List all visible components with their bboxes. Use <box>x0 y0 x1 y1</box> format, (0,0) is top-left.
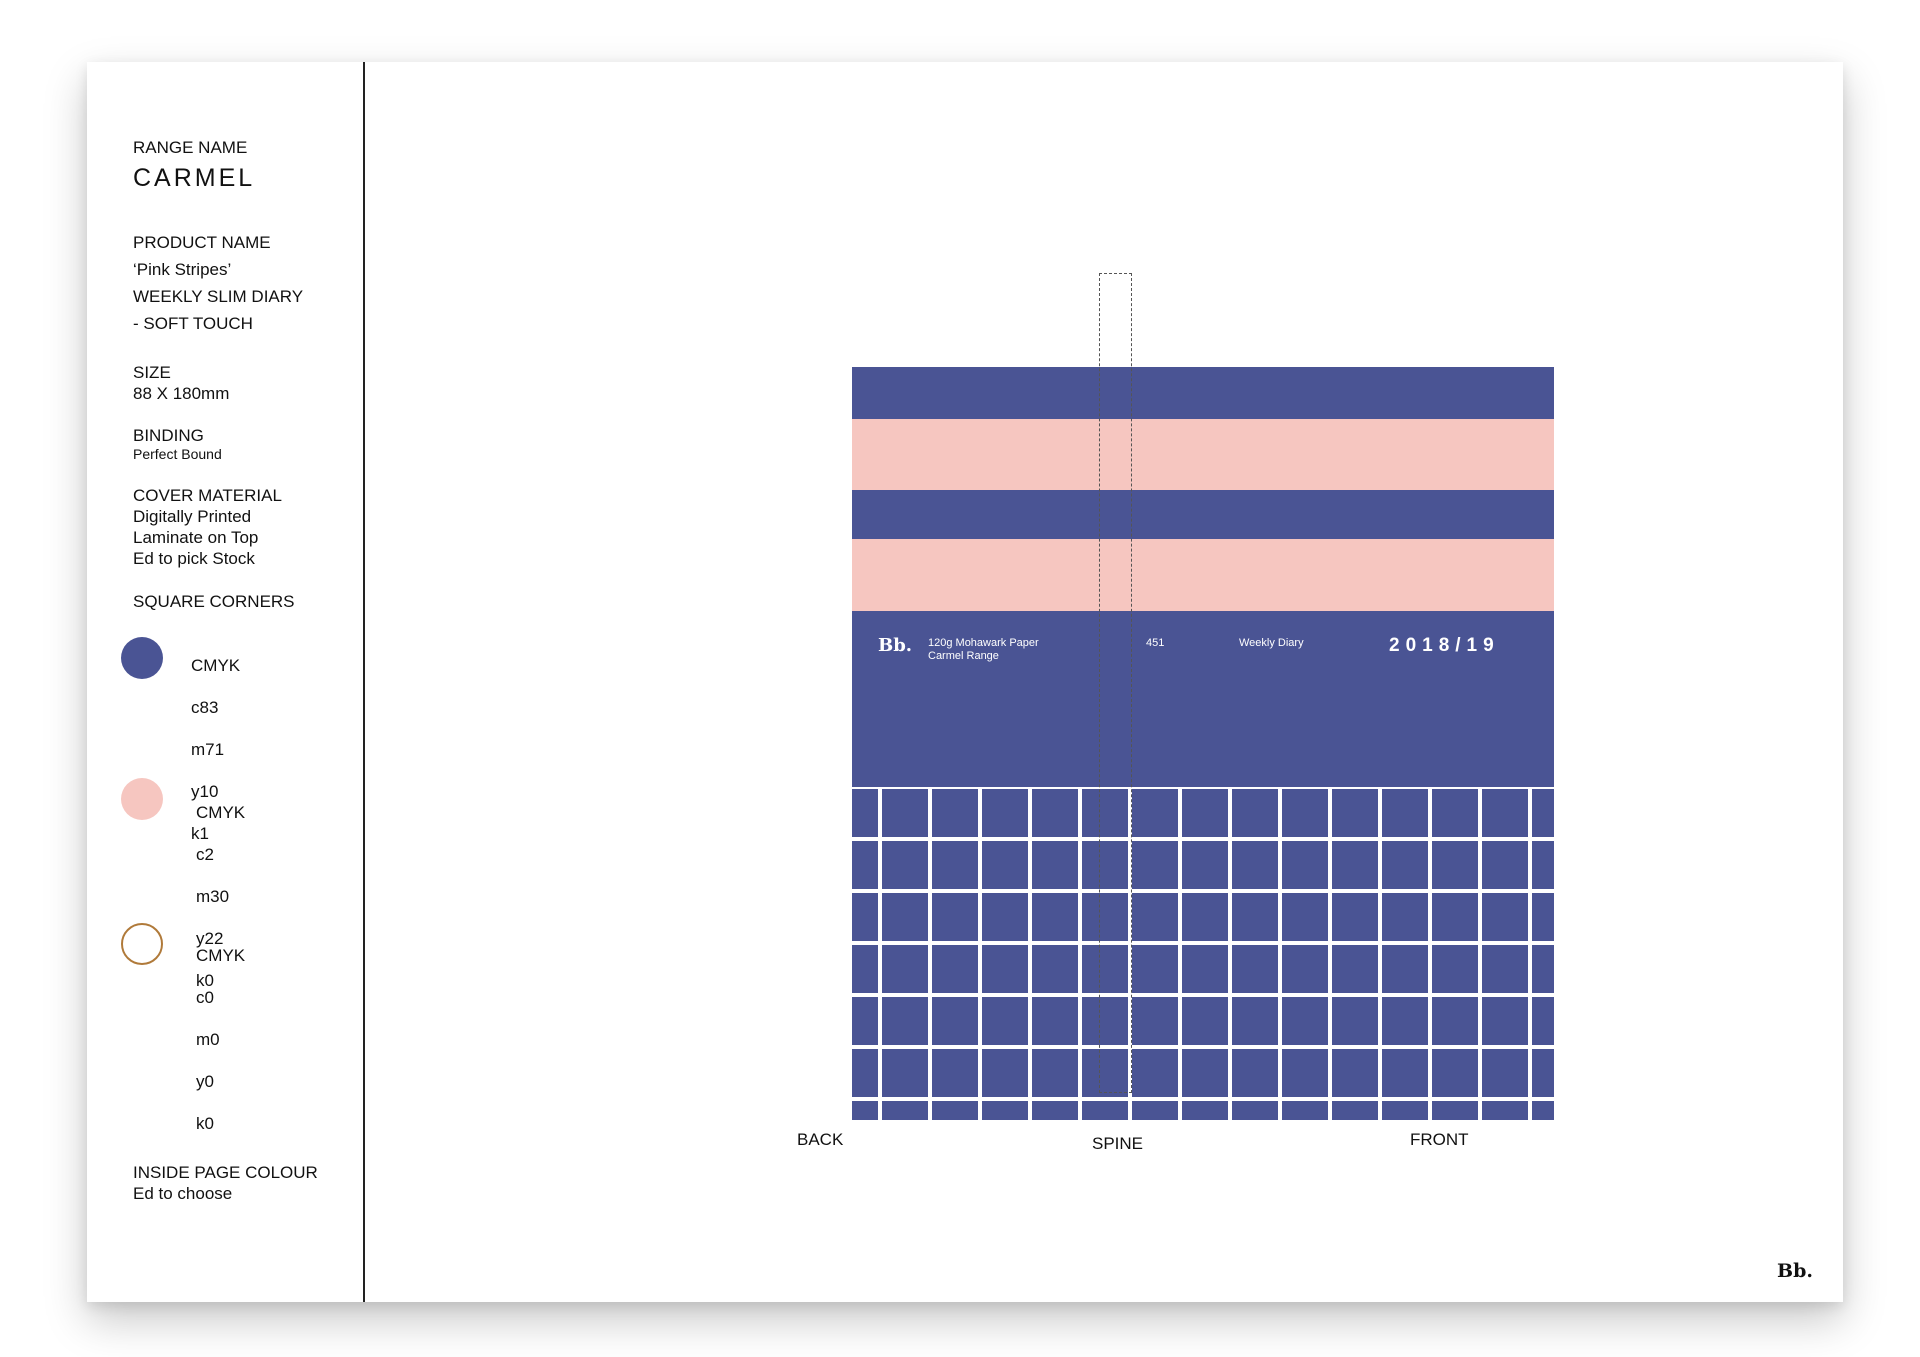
swatch-m: m71 <box>191 740 225 759</box>
grid-line <box>978 787 982 1120</box>
pink-swatch <box>121 778 163 820</box>
range-name-label: RANGE NAME <box>133 138 248 157</box>
inside-page-colour-label: INSIDE PAGE COLOUR <box>133 1163 318 1182</box>
product-name-line: ‘Pink Stripes’ <box>133 260 232 279</box>
cover-material-label: COVER MATERIAL <box>133 486 282 505</box>
swatch-y: y10 <box>191 782 219 801</box>
grid-line <box>1178 787 1182 1120</box>
grid-line <box>852 993 1554 997</box>
grid-line <box>1528 787 1532 1120</box>
cover-material-line: Ed to pick Stock <box>133 549 255 568</box>
pink-stripe <box>852 539 1554 611</box>
swatch-c: c2 <box>196 845 214 864</box>
spec-sheet: RANGE NAME CARMEL PRODUCT NAME ‘Pink Str… <box>87 62 1843 1302</box>
swatch-m: m30 <box>196 887 230 906</box>
swatch-k: k0 <box>196 971 214 990</box>
product-name-line: - SOFT TOUCH <box>133 314 253 333</box>
swatch-title: CMYK <box>191 656 241 675</box>
swatch-title: CMYK <box>196 803 246 822</box>
grid-line <box>1328 787 1332 1120</box>
spine-guide <box>1099 273 1132 1093</box>
product-name-line: WEEKLY SLIM DIARY <box>133 287 304 306</box>
pink-stripe <box>852 419 1554 490</box>
swatch-c: c0 <box>196 988 214 1007</box>
grid-line <box>928 787 932 1120</box>
swatch-cmyk: CMYK c0 m0 y0 k0 <box>196 924 245 1155</box>
range-name: CARMEL <box>133 164 256 192</box>
navy-stripe <box>852 490 1554 539</box>
swatch-y: y22 <box>196 929 224 948</box>
back-label: BACK <box>797 1130 844 1149</box>
grid-line <box>1028 787 1032 1120</box>
spine-label: SPINE <box>1092 1134 1144 1153</box>
grid-lines <box>852 787 1554 1120</box>
grid-line <box>852 837 1554 841</box>
product-type: Weekly Diary <box>1239 637 1304 649</box>
inside-page-colour-value: Ed to choose <box>133 1184 233 1203</box>
grid-line <box>1428 787 1432 1120</box>
navy-swatch <box>121 637 163 679</box>
spec-sidebar: RANGE NAME CARMEL PRODUCT NAME ‘Pink Str… <box>87 62 363 1302</box>
swatch-y: y0 <box>196 1072 214 1091</box>
grid-line <box>852 941 1554 945</box>
grid-line <box>878 787 882 1120</box>
cover-material-line: Digitally Printed <box>133 507 252 526</box>
grid-line <box>852 889 1554 893</box>
code-number: 451 <box>1146 637 1165 649</box>
size-label: SIZE <box>133 363 171 382</box>
brand-logo: Bb. <box>1777 1260 1813 1282</box>
swatch-k: k0 <box>196 1114 214 1133</box>
grid-line <box>1078 787 1082 1120</box>
grid-line <box>1128 787 1132 1120</box>
range-line: Carmel Range <box>928 650 999 662</box>
swatch-m: m0 <box>196 1030 220 1049</box>
swatch-title: CMYK <box>196 946 246 965</box>
swatch-cmyk: CMYK c2 m30 y22 k0 <box>196 781 245 1012</box>
paper-line: 120g Mohawark Paper <box>928 637 1039 649</box>
grid-line <box>1378 787 1382 1120</box>
white-swatch <box>121 923 163 965</box>
navy-stripe <box>852 367 1554 419</box>
swatch-k: k1 <box>191 824 209 843</box>
grid-line <box>1478 787 1482 1120</box>
swatch-cmyk: CMYK c83 m71 y10 k1 <box>191 634 240 865</box>
binding-value: Perfect Bound <box>133 446 222 462</box>
grid-line <box>852 1097 1554 1101</box>
grid-line <box>1278 787 1282 1120</box>
cover-logo: Bb. <box>878 635 913 656</box>
grid-line <box>852 1045 1554 1049</box>
cover-design: Bb. 120g Mohawark Paper Carmel Range 451… <box>852 367 1554 1120</box>
grid-line <box>1228 787 1232 1120</box>
year-label: 2018/19 <box>1389 635 1500 656</box>
grid-line <box>852 787 1554 789</box>
paper-info: 120g Mohawark Paper Carmel Range <box>928 637 1039 663</box>
size-value: 88 X 180mm <box>133 384 230 403</box>
binding-label: BINDING <box>133 426 204 445</box>
front-label: FRONT <box>1410 1130 1469 1149</box>
grid-pattern <box>852 787 1554 1120</box>
product-name-label: PRODUCT NAME <box>133 233 271 252</box>
sidebar-divider <box>363 62 365 1302</box>
swatch-c: c83 <box>191 698 219 717</box>
info-band: Bb. 120g Mohawark Paper Carmel Range 451… <box>852 611 1554 787</box>
square-corners-label: SQUARE CORNERS <box>133 592 295 611</box>
cover-material-line: Laminate on Top <box>133 528 259 547</box>
